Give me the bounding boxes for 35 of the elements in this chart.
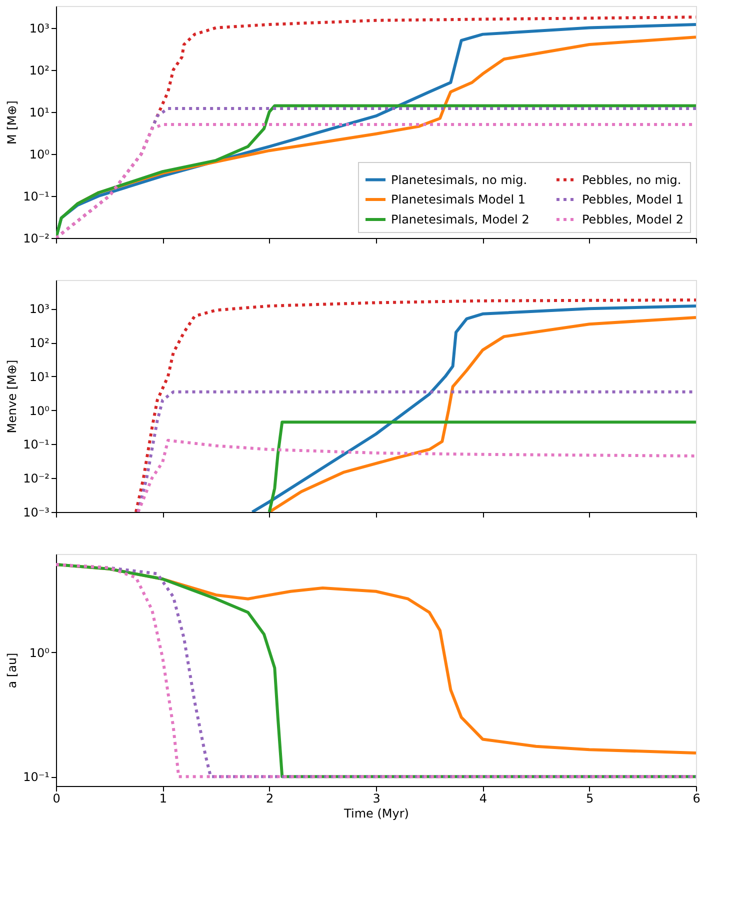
y-tick-label: 10⁻¹ [23,189,50,204]
y-tick-label: 10⁰ [29,404,50,418]
y-tick-label: 10¹ [29,370,50,384]
line-series [134,298,696,512]
y-tick-label: 10⁻² [23,232,50,246]
line-series [268,420,696,512]
y-tick-label: 10⁰ [29,147,50,162]
y-tick-label: 10² [29,63,50,78]
y-tick-label: 10⁻¹ [23,770,50,784]
legend-label: Pebbles, Model 2 [582,212,684,226]
y-axis-title: M [M⊕] [5,100,20,144]
x-tick-label: 0 [52,792,60,806]
x-tick-label: 2 [266,792,274,806]
x-tick-label: 1 [159,792,167,806]
y-tick-label: 10⁻² [23,472,50,486]
line-series [136,438,696,512]
legend-label: Planetesimals, Model 2 [391,212,530,226]
y-tick-label: 10¹ [29,105,50,120]
legend-label: Pebbles, Model 1 [582,192,684,206]
legend-label: Pebbles, no mig. [582,172,682,187]
y-tick-label: 10⁰ [29,646,50,660]
y-tick-label: 10³ [29,302,50,316]
x-axis-title: Time (Myr) [343,806,409,820]
x-tick-label: 3 [372,792,380,806]
x-tick-label: 6 [692,792,700,806]
x-tick-label: 4 [479,792,487,806]
y-tick-label: 10³ [29,21,50,36]
y-axis-title: a [au] [5,652,20,688]
x-tick-label: 5 [586,792,594,806]
y-tick-label: 10² [29,336,50,350]
y-axis-title: Menve [M⊕] [5,360,20,434]
legend-label: Planetesimals Model 1 [391,192,526,206]
legend-label: Planetesimals, no mig. [391,172,528,187]
y-tick-label: 10⁻¹ [23,438,50,452]
y-tick-label: 10⁻³ [23,506,50,520]
